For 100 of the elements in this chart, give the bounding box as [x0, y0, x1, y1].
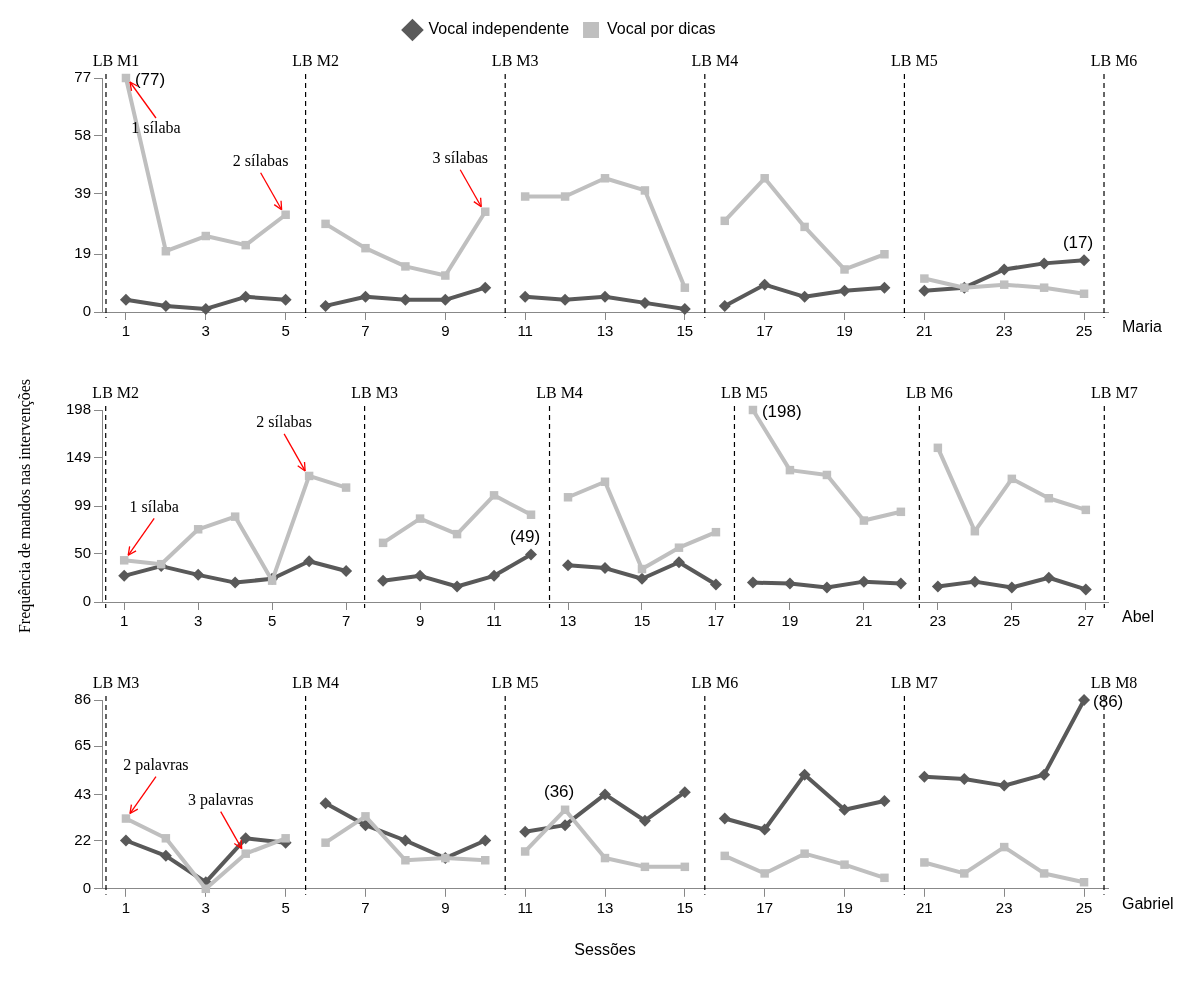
point [758, 278, 771, 291]
point [920, 858, 929, 867]
point [680, 283, 690, 292]
x-tick-label: 25 [1075, 898, 1093, 916]
ref-line-label: LB M6 [906, 384, 953, 402]
y-tick-label: 0 [82, 878, 91, 896]
point [230, 512, 240, 521]
y-tick-label: 77 [74, 68, 91, 86]
point [859, 516, 869, 525]
x-tick-label: 3 [201, 898, 210, 916]
ref-line-label: LB M7 [1090, 384, 1138, 402]
point [1039, 869, 1049, 878]
data-label: (77) [134, 69, 166, 89]
point [999, 280, 1009, 289]
x-tick-label: 1 [120, 612, 129, 630]
text: Gabriel [1122, 895, 1174, 913]
point [119, 834, 132, 847]
point [718, 812, 731, 825]
x-tick-label: 19 [781, 612, 799, 630]
y-tick-label: 50 [74, 543, 91, 561]
ref-line-label: LB M6 [691, 674, 739, 692]
x-tick-label: 17 [707, 612, 725, 630]
point [672, 556, 685, 569]
point [1039, 283, 1049, 292]
ref-line-label: LB M7 [891, 674, 938, 692]
x-tick-label: 5 [267, 612, 277, 630]
point [159, 849, 172, 862]
point [241, 849, 250, 858]
point [451, 580, 464, 593]
x-tick-label: 7 [361, 322, 370, 340]
point [161, 834, 171, 843]
point [193, 525, 203, 534]
x-tick-label: 9 [441, 898, 450, 916]
x-tick-label: 1 [121, 898, 131, 916]
x-tick-label: 17 [756, 322, 774, 340]
x-tick-label: 21 [855, 612, 873, 630]
y-tick-label: 198 [65, 400, 91, 418]
y-tick-label: 0 [82, 592, 91, 610]
annotation: 3 sílabas [432, 148, 489, 166]
point [239, 290, 252, 303]
x-tick-label: 23 [995, 322, 1013, 340]
point [998, 779, 1011, 792]
point [998, 263, 1011, 276]
x-tick-label: 3 [193, 612, 203, 630]
point [674, 543, 684, 552]
point [241, 240, 250, 250]
x-tick-label: 11 [517, 322, 533, 340]
point [526, 510, 536, 519]
point [1042, 571, 1055, 584]
point [1005, 581, 1018, 594]
point [563, 493, 573, 502]
y-tick-label: 99 [74, 496, 91, 514]
point [758, 823, 771, 836]
ref-line-label: LB M3 [351, 384, 398, 402]
x-tick-label: 19 [836, 322, 853, 340]
y-tick-label: 58 [74, 125, 91, 143]
x-tick-label: 11 [517, 898, 533, 916]
x-tick-label: 17 [756, 898, 774, 916]
point [599, 290, 611, 303]
point [441, 271, 450, 280]
x-tick-label: 25 [1075, 322, 1093, 340]
annotation: 2 sílabas [232, 151, 289, 169]
y-tick-label: 0 [82, 302, 91, 320]
x-tick-label: 13 [596, 322, 614, 340]
point [958, 773, 971, 786]
point [678, 786, 691, 799]
point [600, 174, 610, 183]
data-label: (17) [1062, 232, 1094, 252]
point [401, 856, 410, 865]
point [1078, 694, 1091, 706]
ref-line-label: LB M1 [92, 52, 140, 70]
point [599, 562, 611, 575]
x-tick-label: 15 [676, 322, 694, 340]
point [878, 281, 891, 294]
x-tick-label: 23 [995, 898, 1013, 916]
point [1078, 254, 1091, 267]
point [800, 849, 809, 858]
x-tick-label: 9 [441, 322, 450, 340]
x-tick-label: 5 [281, 898, 290, 916]
point [1079, 583, 1092, 596]
point [1038, 768, 1051, 781]
y-tick-label: 19 [74, 244, 91, 262]
x-tick-label: 27 [1077, 612, 1095, 630]
point [638, 814, 651, 827]
y-tick-label: 43 [74, 784, 91, 802]
annotation: 2 sílabas [256, 413, 312, 431]
x-tick-label: 13 [559, 612, 577, 630]
point [709, 578, 722, 591]
point [840, 265, 849, 274]
x-tick-label: 21 [916, 898, 933, 916]
point [559, 819, 572, 832]
point [880, 250, 889, 259]
x-tick-label: 23 [929, 612, 947, 630]
data-label: (49) [509, 526, 541, 546]
point [479, 834, 492, 847]
point [640, 186, 650, 195]
legend-label: Vocal por dicas [607, 20, 716, 38]
point [520, 847, 530, 856]
point [760, 174, 769, 183]
x-axis-title: Sessões [574, 940, 636, 958]
